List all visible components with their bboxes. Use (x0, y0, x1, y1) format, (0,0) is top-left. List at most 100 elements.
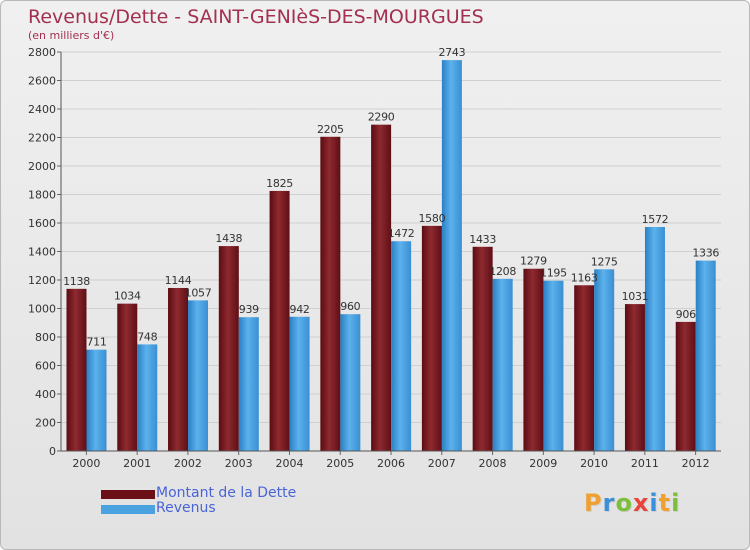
bar-dette (168, 287, 189, 451)
bar-dette (421, 225, 442, 451)
y-tick-label: 400 (35, 388, 56, 401)
bar-revenus (86, 349, 107, 451)
data-label-revenus: 942 (290, 303, 310, 316)
data-label-dette: 1034 (114, 290, 141, 303)
data-label-dette: 906 (676, 308, 696, 321)
data-label-dette: 1144 (165, 274, 192, 287)
x-tick-label: 2008 (479, 457, 507, 470)
data-label-dette: 1163 (571, 271, 598, 284)
data-label-dette: 1031 (622, 290, 649, 303)
bar-revenus (543, 280, 564, 451)
y-tick-label: 1400 (28, 246, 56, 259)
bar-revenus (340, 314, 361, 451)
data-label-revenus: 1336 (692, 247, 719, 260)
bar-revenus (391, 241, 412, 451)
logo-letter: i (671, 489, 681, 517)
legend-label-revenus: Revenus (156, 500, 216, 516)
bar-dette (675, 321, 696, 451)
x-tick-label: 2007 (428, 457, 456, 470)
bar-revenus (441, 60, 462, 452)
y-tick-label: 200 (35, 417, 56, 430)
bar-revenus (695, 260, 716, 451)
data-label-revenus: 1472 (388, 227, 415, 240)
bar-revenus (137, 344, 158, 451)
x-tick-label: 2012 (682, 457, 710, 470)
x-tick-label: 2004 (275, 457, 303, 470)
legend-label-debt: Montant de la Dette (156, 485, 297, 501)
bar-dette (320, 136, 341, 451)
y-axis-tick-labels: 0 200 400 600 800 1000 1200 1400 1600 1800 2000 220… (28, 46, 56, 458)
bar-revenus (492, 278, 513, 451)
y-tick-label: 1000 (28, 303, 56, 316)
y-tick-label: 1600 (28, 217, 56, 230)
x-tick-label: 2005 (326, 457, 354, 470)
axes (57, 51, 721, 455)
x-tick-label: 2009 (529, 457, 557, 470)
data-label-dette: 2290 (368, 111, 395, 124)
x-tick-label: 2001 (123, 457, 151, 470)
data-label-dette: 1825 (266, 177, 293, 190)
bar-dette (66, 288, 87, 451)
x-tick-label: 2000 (72, 457, 100, 470)
data-label-dette: 1433 (469, 233, 496, 246)
data-label-dette: 1438 (215, 232, 242, 245)
x-axis-tick-labels: 2000 2001 2002 2003 2004 2005 2006 2007 2008 2009… (72, 457, 709, 470)
data-label-dette: 1580 (418, 212, 445, 225)
logo-letter: P (584, 489, 603, 517)
legend-swatch-revenus (101, 505, 155, 514)
x-tick-label: 2003 (225, 457, 253, 470)
data-label-revenus: 2743 (438, 46, 465, 59)
logo-letter: r (602, 489, 616, 517)
bars (66, 60, 716, 452)
y-tick-label: 800 (35, 331, 56, 344)
data-label-dette: 1138 (63, 275, 90, 288)
chart-title: Revenus/Dette - SAINT-GENIèS-DES-MOURGUE… (28, 6, 484, 28)
data-label-revenus: 1572 (642, 213, 669, 226)
y-tick-label: 1200 (28, 274, 56, 287)
data-label-revenus: 1195 (540, 267, 567, 280)
bar-dette (574, 285, 595, 451)
bar-revenus (238, 317, 259, 451)
x-tick-label: 2011 (631, 457, 659, 470)
x-tick-label: 2006 (377, 457, 405, 470)
y-tick-label: 1800 (28, 189, 56, 202)
data-label-dette: 2205 (317, 123, 344, 136)
data-label-revenus: 748 (137, 330, 157, 343)
y-tick-label: 2400 (28, 103, 56, 116)
bar-dette (472, 246, 493, 451)
bar-revenus (594, 269, 615, 451)
legend-swatch-debt (101, 490, 155, 499)
y-tick-label: 0 (49, 445, 56, 458)
bar-dette (218, 246, 239, 451)
data-label-revenus: 1275 (591, 255, 618, 268)
logo-letter: o (615, 489, 633, 517)
bar-dette (269, 190, 290, 451)
y-tick-label: 2000 (28, 160, 56, 173)
data-label-revenus: 711 (86, 336, 106, 349)
x-tick-label: 2010 (580, 457, 608, 470)
bar-dette (624, 304, 645, 451)
proxiti-logo: Proxiti (584, 489, 680, 517)
y-tick-label: 2800 (28, 46, 56, 59)
chart-subtitle: (en milliers d'€) (28, 29, 115, 42)
y-tick-label: 600 (35, 360, 56, 373)
y-tick-label: 2200 (28, 132, 56, 145)
bar-dette (371, 124, 392, 452)
data-label-revenus: 960 (340, 300, 360, 313)
bar-revenus (188, 300, 209, 451)
data-label-revenus: 939 (239, 303, 259, 316)
x-tick-label: 2002 (174, 457, 202, 470)
data-label-dette: 1279 (520, 255, 547, 268)
bar-dette (117, 303, 138, 451)
bar-revenus (644, 226, 665, 451)
data-label-revenus: 1057 (185, 286, 212, 299)
logo-letter: t (658, 489, 672, 517)
logo-letter: x (632, 489, 650, 517)
data-label-revenus: 1208 (489, 265, 516, 278)
y-tick-label: 2600 (28, 75, 56, 88)
logo-letter: i (649, 489, 659, 517)
bar-revenus (289, 316, 310, 451)
